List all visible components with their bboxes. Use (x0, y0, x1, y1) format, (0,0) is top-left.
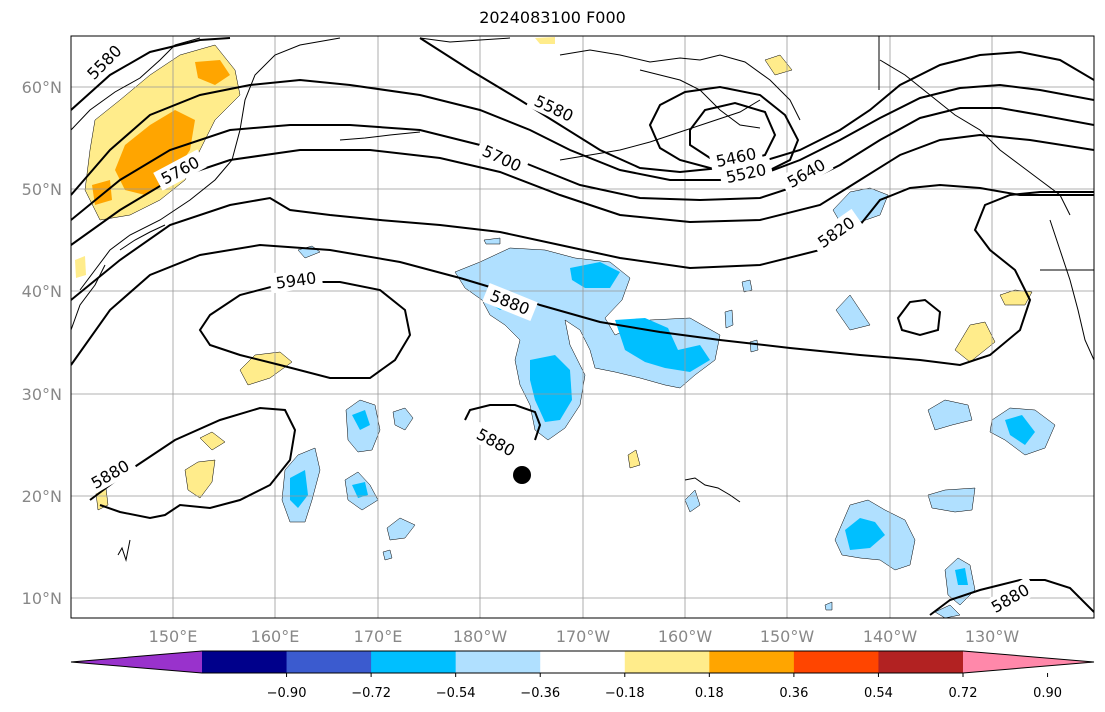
colorbar-tick-label: 0.18 (695, 686, 724, 701)
map-title: 2024083100 F000 (479, 8, 626, 27)
longitude-labels: 150°E 160°E 170°E 180°W 170°W 160°W 150°… (149, 627, 1020, 646)
colorbar-segment (371, 651, 457, 673)
colorbar-segment (878, 651, 964, 673)
lon-label: 180°W (453, 627, 508, 646)
colorbar-segment (455, 651, 541, 673)
lon-label: 170°E (354, 627, 403, 646)
colorbar-tick-label: −0.90 (267, 686, 307, 701)
colorbar-tick-label: 0.72 (949, 686, 978, 701)
colorbar-extend-high (963, 651, 1094, 673)
lat-label: 30°N (22, 385, 62, 404)
lat-label: 10°N (22, 589, 62, 608)
map-frame (70, 35, 1095, 619)
lon-label: 160°E (251, 627, 300, 646)
positive-anomaly-shading (75, 37, 1033, 511)
lon-label: 170°W (556, 627, 611, 646)
colorbar-segment (624, 651, 710, 673)
colorbar: −0.90 −0.72 −0.54 −0.36 −0.18 0.18 0.36 0.54 0.7… (70, 650, 1095, 701)
lon-label: 150°E (149, 627, 198, 646)
colorbar-segment (709, 651, 795, 673)
lat-label: 40°N (22, 282, 62, 301)
colorbar-tick-label: −0.18 (605, 686, 645, 701)
lat-label: 60°N (22, 78, 62, 97)
colorbar-segment (202, 651, 288, 673)
lon-label: 160°W (658, 627, 713, 646)
colorbar-segment (286, 651, 372, 673)
latitude-labels: 60°N 50°N 40°N 30°N 20°N 10°N (22, 78, 62, 608)
colorbar-segment (540, 651, 626, 673)
colorbar-tick-label: −0.54 (436, 686, 476, 701)
lat-label: 20°N (22, 487, 62, 506)
colorbar-tick-label: 0.90 (1033, 686, 1062, 701)
colorbar-outline (70, 650, 1095, 674)
colorbar-tick-label: −0.72 (351, 686, 391, 701)
lon-label: 130°W (965, 627, 1020, 646)
colorbar-segment (793, 651, 879, 673)
height-contours (71, 37, 1094, 616)
storm-center-dot (513, 466, 531, 484)
lat-label: 50°N (22, 180, 62, 199)
colorbar-tick-label: 0.36 (779, 686, 808, 701)
lon-label: 140°W (863, 627, 918, 646)
lon-label: 150°W (760, 627, 815, 646)
colorbar-tick-label: 0.54 (864, 686, 893, 701)
colorbar-tick-label: −0.36 (520, 686, 560, 701)
colorbar-extend-low (71, 651, 202, 673)
